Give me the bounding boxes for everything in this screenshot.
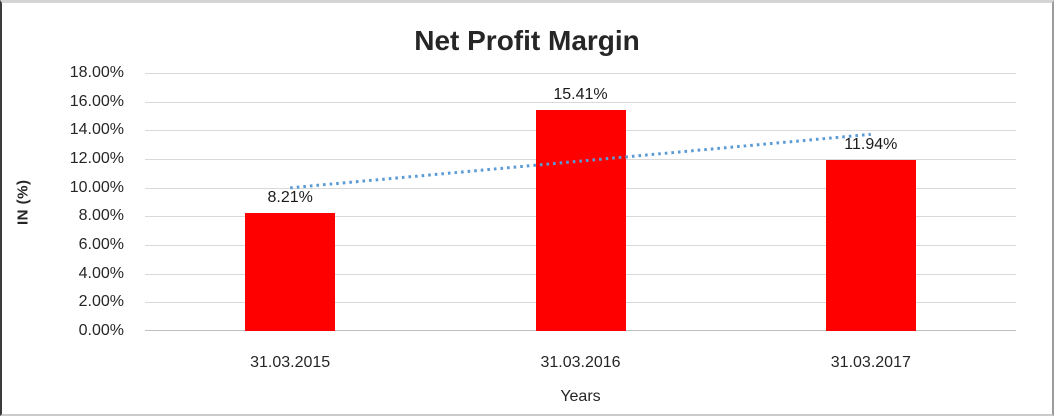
bar-layer: [145, 73, 1016, 331]
trendline-layer: [290, 132, 871, 190]
y-axis-label: 16.00%: [69, 92, 124, 110]
bar-data-label: 11.94%: [844, 135, 898, 153]
bar[interactable]: [245, 213, 336, 331]
chart-title: Net Profit Margin: [414, 25, 640, 56]
bar-data-label: 8.21%: [267, 189, 313, 207]
bar-data-label: 15.41%: [553, 86, 608, 104]
y-axis-label: 2.00%: [78, 293, 124, 311]
y-axis-label: 4.00%: [78, 264, 124, 282]
data-label-layer: 8.21% 15.41% 11.94%: [145, 73, 1016, 331]
y-axis-label: 12.00%: [69, 150, 124, 167]
bar[interactable]: [825, 159, 916, 331]
y-axis-label: 18.00%: [69, 64, 124, 81]
x-axis-labels: 31.03.2015 31.03.2016 31.03.2017: [145, 354, 1016, 374]
y-axis-label: 8.00%: [78, 207, 124, 225]
y-axis-label: 14.00%: [69, 121, 124, 139]
y-axis-label: 0.00%: [78, 322, 124, 339]
y-axis-labels: 0.00% 2.00% 4.00% 6.00% 8.00% 10.00% 12.00% 14.…: [2, 64, 130, 339]
x-axis-label: 31.03.2017: [830, 354, 911, 371]
x-axis-label: 31.03.2015: [250, 354, 331, 371]
y-axis-label: 10.00%: [69, 178, 124, 196]
x-axis-label: 31.03.2016: [540, 354, 621, 371]
bar[interactable]: [535, 110, 626, 331]
gridline: [145, 101, 1016, 103]
x-axis-title: Years: [560, 388, 601, 405]
trendline[interactable]: [290, 132, 871, 190]
plot-area: 8.21% 15.41% 11.94%: [145, 72, 1016, 331]
gridline: [145, 72, 1016, 74]
y-axis-label: 6.00%: [78, 236, 124, 253]
